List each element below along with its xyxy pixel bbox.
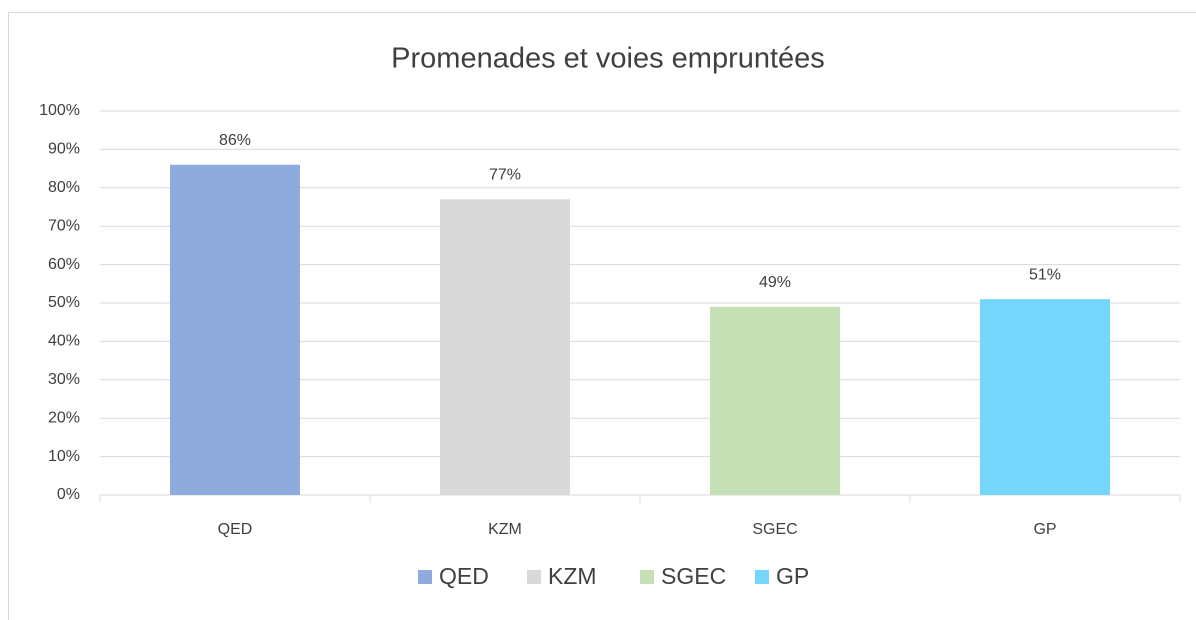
y-tick-label: 100%	[39, 102, 80, 119]
y-tick-label: 50%	[48, 294, 80, 311]
legend-swatch	[527, 570, 541, 584]
x-tick-label: KZM	[488, 521, 522, 538]
y-tick-label: 40%	[48, 333, 80, 350]
x-tick-label: QED	[218, 521, 253, 538]
y-tick-label: 20%	[48, 409, 80, 426]
data-label: 49%	[759, 274, 791, 291]
y-tick-label: 30%	[48, 371, 80, 388]
bar	[980, 299, 1110, 495]
y-tick-label: 70%	[48, 217, 80, 234]
chart-border	[8, 12, 1196, 620]
y-tick-label: 90%	[48, 141, 80, 158]
legend-label: KZM	[548, 563, 597, 589]
data-label: 77%	[489, 167, 521, 184]
legend-label: SGEC	[661, 563, 726, 589]
bar	[710, 306, 840, 495]
data-label: 51%	[1029, 266, 1061, 283]
y-tick-label: 80%	[48, 179, 80, 196]
x-tick-label: SGEC	[752, 521, 797, 538]
y-tick-label: 0%	[57, 486, 80, 503]
legend-label: GP	[776, 563, 809, 589]
y-tick-label: 10%	[48, 448, 80, 465]
legend-swatch	[418, 570, 432, 584]
bar	[170, 164, 300, 495]
chart-title: Promenades et voies empruntées	[391, 43, 825, 75]
x-tick-label: GP	[1033, 521, 1056, 538]
legend-swatch	[755, 570, 769, 584]
legend-swatch	[640, 570, 654, 584]
bar	[440, 199, 570, 495]
data-label: 86%	[219, 132, 251, 149]
legend-label: QED	[439, 563, 489, 589]
y-tick-label: 60%	[48, 256, 80, 273]
